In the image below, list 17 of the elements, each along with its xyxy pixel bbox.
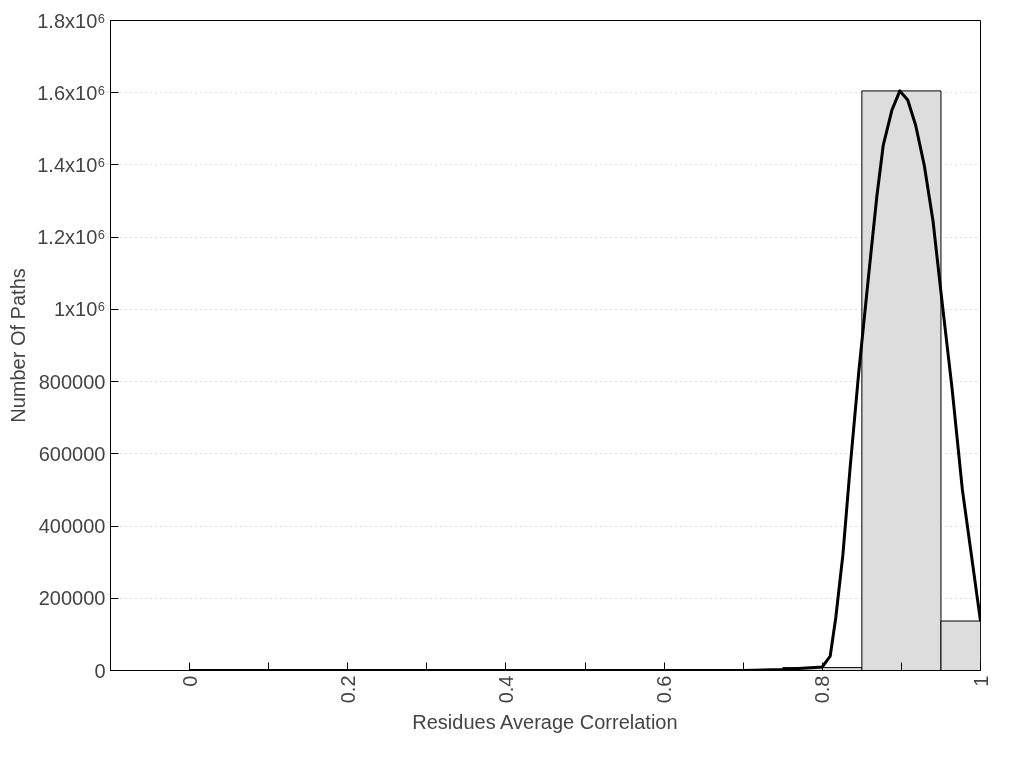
y-tick-label: 600000 <box>38 442 106 465</box>
x-tick-label: 0.6 <box>653 675 676 704</box>
x-tick-label: 0.2 <box>336 675 359 704</box>
x-tick-label: 0.8 <box>811 675 834 704</box>
y-tick-label: 800000 <box>38 370 106 393</box>
y-axis-title: Number Of Paths <box>7 268 30 423</box>
x-tick-label: 0.4 <box>494 675 517 704</box>
y-tick-label: 1.8x10⁶ <box>37 9 106 32</box>
y-tick-label: 1x10⁶ <box>53 298 106 321</box>
y-tick-label: 400000 <box>38 515 106 538</box>
x-tick-label: 0 <box>178 675 201 687</box>
y-tick-label: 1.2x10⁶ <box>37 226 106 249</box>
x-axis-title: Residues Average Correlation <box>412 711 678 734</box>
x-tick-label: 1 <box>969 675 992 687</box>
y-tick-label: 200000 <box>38 587 106 610</box>
y-tick-label: 1.4x10⁶ <box>37 153 106 176</box>
y-tick-label: 1.6x10⁶ <box>37 81 106 104</box>
